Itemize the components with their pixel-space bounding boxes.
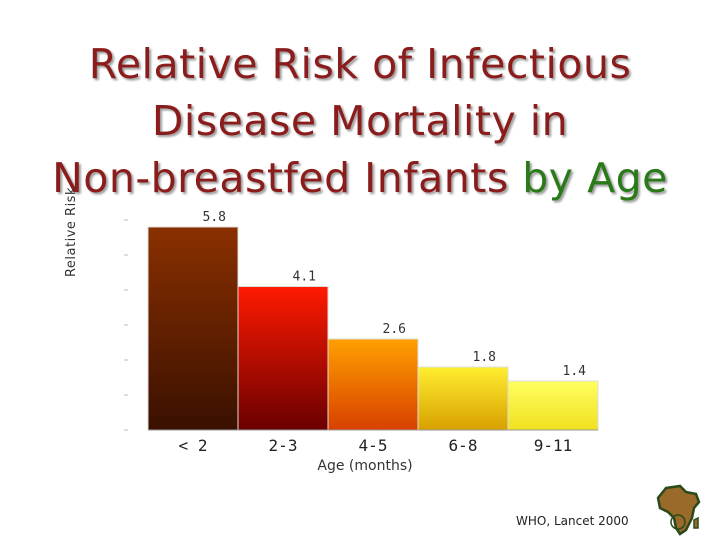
bar xyxy=(328,339,418,430)
x-tick-label: 9-11 xyxy=(534,436,573,455)
x-axis-tick-labels: < 2 2-3 4-5 6-8 9-11 xyxy=(179,436,573,455)
x-axis-label: Age (months) xyxy=(300,458,430,474)
x-tick-label: 6-8 xyxy=(449,436,478,455)
bars xyxy=(148,227,598,430)
data-label: 1.4 xyxy=(563,364,587,379)
bar xyxy=(418,367,508,430)
data-label: 5.8 xyxy=(203,210,226,225)
data-label: 4.1 xyxy=(293,270,316,285)
data-label: 2.6 xyxy=(383,322,406,337)
y-axis-ticks xyxy=(124,220,128,430)
x-tick-label: < 2 xyxy=(179,436,208,455)
africa-map-icon xyxy=(656,484,702,536)
bar xyxy=(238,287,328,431)
x-tick-label: 2-3 xyxy=(269,436,298,455)
bar xyxy=(148,227,238,430)
x-tick-label: 4-5 xyxy=(359,436,388,455)
data-label: 1.8 xyxy=(473,350,496,365)
bar xyxy=(508,381,598,430)
source-citation: WHO, Lancet 2000 xyxy=(516,514,629,528)
